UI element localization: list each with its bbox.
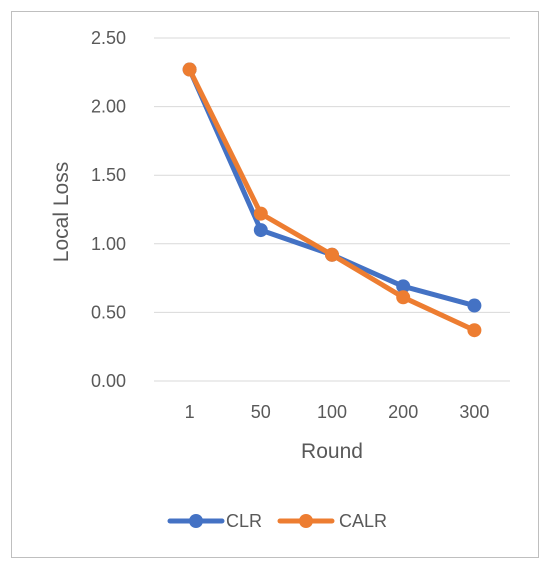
legend: CLR CALR	[167, 511, 387, 531]
y-axis-title: Local Loss	[50, 162, 73, 262]
data-point-clr	[396, 279, 411, 294]
series-layer	[182, 62, 482, 338]
legend-marker	[299, 514, 313, 528]
legend-marker	[189, 514, 203, 528]
x-axis-title: Round	[301, 440, 363, 463]
x-tick-label: 100	[317, 402, 347, 422]
legend-label: CLR	[226, 511, 262, 531]
y-tick-label: 1.00	[91, 234, 126, 254]
x-tick-label: 200	[388, 402, 418, 422]
x-tick-label: 1	[185, 402, 195, 422]
legend-item-clr: CLR	[167, 511, 262, 531]
data-point-calr	[396, 290, 411, 305]
y-tick-label: 0.00	[91, 371, 126, 391]
data-point-calr	[182, 62, 197, 77]
x-tick-label: 300	[459, 402, 489, 422]
series-calr	[182, 62, 482, 338]
legend-item-calr: CALR	[277, 511, 387, 531]
y-tick-label: 0.50	[91, 302, 126, 322]
data-point-calr	[325, 247, 339, 262]
legend-label: CALR	[339, 511, 387, 531]
y-tick-label: 2.50	[91, 28, 126, 48]
gridlines	[154, 37, 510, 382]
data-point-clr	[253, 223, 268, 238]
data-point-calr	[467, 323, 482, 338]
x-tick-label: 50	[251, 402, 271, 422]
y-tick-label: 1.50	[91, 165, 126, 185]
data-point-calr	[253, 206, 268, 221]
chart-border	[11, 11, 539, 558]
y-axis-ticks: 0.00 0.50 1.00 1.50 2.00 2.50	[91, 28, 126, 391]
y-tick-label: 2.00	[91, 97, 126, 117]
x-axis-ticks: 1 50 100 200 300	[185, 402, 490, 422]
data-point-clr	[467, 298, 482, 313]
